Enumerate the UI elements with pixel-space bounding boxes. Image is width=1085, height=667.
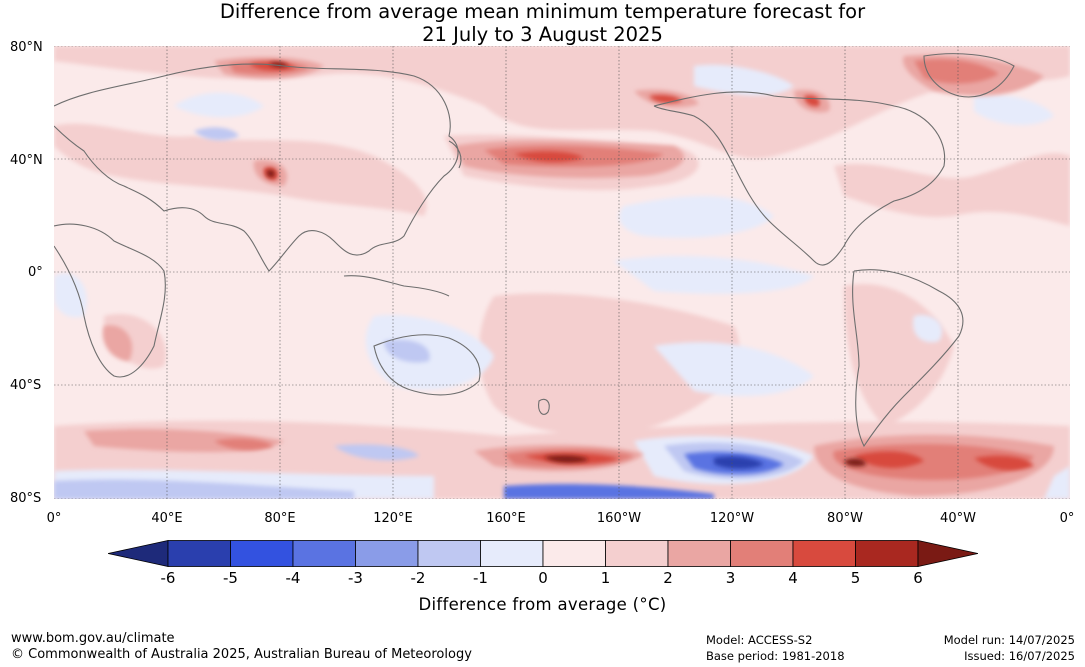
colorbar-tick-label: -2 bbox=[410, 569, 426, 587]
coast-australia bbox=[373, 334, 481, 396]
base-period-text: Base period: 1981-2018 bbox=[706, 649, 845, 663]
colorbar-extend-low bbox=[108, 540, 169, 567]
colorbar-tick-label: 6 bbox=[913, 569, 923, 587]
colorbar-tick-label: -5 bbox=[223, 569, 238, 587]
colorbar-tick-label: -6 bbox=[160, 569, 176, 587]
colorbar-swatch bbox=[292, 540, 356, 567]
colorbar-tick-label: 2 bbox=[663, 569, 673, 587]
colorbar-swatch bbox=[167, 540, 231, 567]
website-text: www.bom.gov.au/climate bbox=[11, 631, 175, 646]
anomaly-band-above-6 bbox=[266, 62, 866, 467]
title-line-1: Difference from average mean minimum tem… bbox=[219, 0, 866, 23]
coast-north-america bbox=[653, 91, 946, 266]
colorbar-swatch bbox=[792, 540, 856, 567]
lon-label-120e: 120°E bbox=[373, 511, 413, 526]
colorbar-tick-label: 4 bbox=[788, 569, 798, 587]
colorbar-tick-label: 0 bbox=[538, 569, 548, 587]
colorbar bbox=[108, 540, 978, 567]
colorbar-swatch bbox=[230, 540, 294, 567]
copyright-text: © Commonwealth of Australia 2025, Austra… bbox=[11, 647, 472, 662]
anomaly-band-neg5-neg4 bbox=[714, 456, 764, 469]
colorbar-tick-label: 5 bbox=[850, 569, 861, 587]
colorbar-tick-label: -1 bbox=[473, 569, 488, 587]
coastlines bbox=[54, 53, 1015, 448]
colorbar-swatch bbox=[605, 540, 669, 567]
anomaly-band-4-6 bbox=[249, 61, 1034, 471]
lon-label-40e: 40°E bbox=[151, 511, 183, 526]
colorbar-tick-label: 1 bbox=[600, 569, 611, 587]
colorbar-swatch bbox=[667, 540, 731, 567]
lat-label-80n: 80°N bbox=[10, 40, 43, 55]
lon-label-120w: 120°W bbox=[709, 511, 755, 526]
temperature-anomaly-map bbox=[54, 46, 1070, 499]
colorbar-label: Difference from average (°C) bbox=[418, 595, 667, 614]
lon-label-80w: 80°W bbox=[827, 511, 863, 526]
colorbar-swatch bbox=[730, 540, 794, 567]
coast-indonesia bbox=[343, 275, 450, 297]
model-text: Model: ACCESS-S2 bbox=[706, 633, 813, 647]
issued-text: Issued: 16/07/2025 bbox=[964, 649, 1075, 663]
lat-label-equator: 0° bbox=[28, 265, 43, 280]
lon-label-0-east: 0° bbox=[1059, 511, 1075, 526]
lon-label-80e: 80°E bbox=[264, 511, 296, 526]
colorbar-tick-label: -4 bbox=[285, 569, 301, 587]
lon-label-160e: 160°E bbox=[486, 511, 526, 526]
colorbar-swatch bbox=[855, 540, 919, 567]
lon-label-0-west: 0° bbox=[46, 511, 62, 526]
model-run-text: Model run: 14/07/2025 bbox=[943, 633, 1075, 647]
colorbar-swatch bbox=[355, 540, 419, 567]
title-line-2: 21 July to 3 August 2025 bbox=[422, 23, 663, 46]
colorbar-swatch bbox=[542, 540, 606, 567]
colorbar-swatch bbox=[417, 540, 481, 567]
graticule bbox=[54, 46, 1070, 499]
coast-japan bbox=[448, 140, 462, 169]
lat-label-40n: 40°N bbox=[10, 153, 43, 168]
colorbar-extend-high bbox=[917, 540, 978, 567]
colorbar-tick-label: 3 bbox=[725, 569, 736, 587]
colorbar-swatch bbox=[480, 540, 544, 567]
coast-south-america bbox=[852, 269, 964, 448]
lat-label-80s: 80°S bbox=[10, 491, 42, 506]
lat-label-40s: 40°S bbox=[10, 378, 42, 393]
coast-europe-asia bbox=[54, 63, 459, 272]
coast-africa bbox=[54, 223, 166, 378]
colorbar-tick-label: -3 bbox=[348, 569, 363, 587]
lon-label-40w: 40°W bbox=[940, 511, 976, 526]
coast-new-zealand bbox=[538, 398, 550, 415]
lon-label-160w: 160°W bbox=[596, 511, 642, 526]
coast-greenland bbox=[923, 53, 1015, 98]
map-title: Difference from average mean minimum tem… bbox=[0, 0, 1085, 46]
